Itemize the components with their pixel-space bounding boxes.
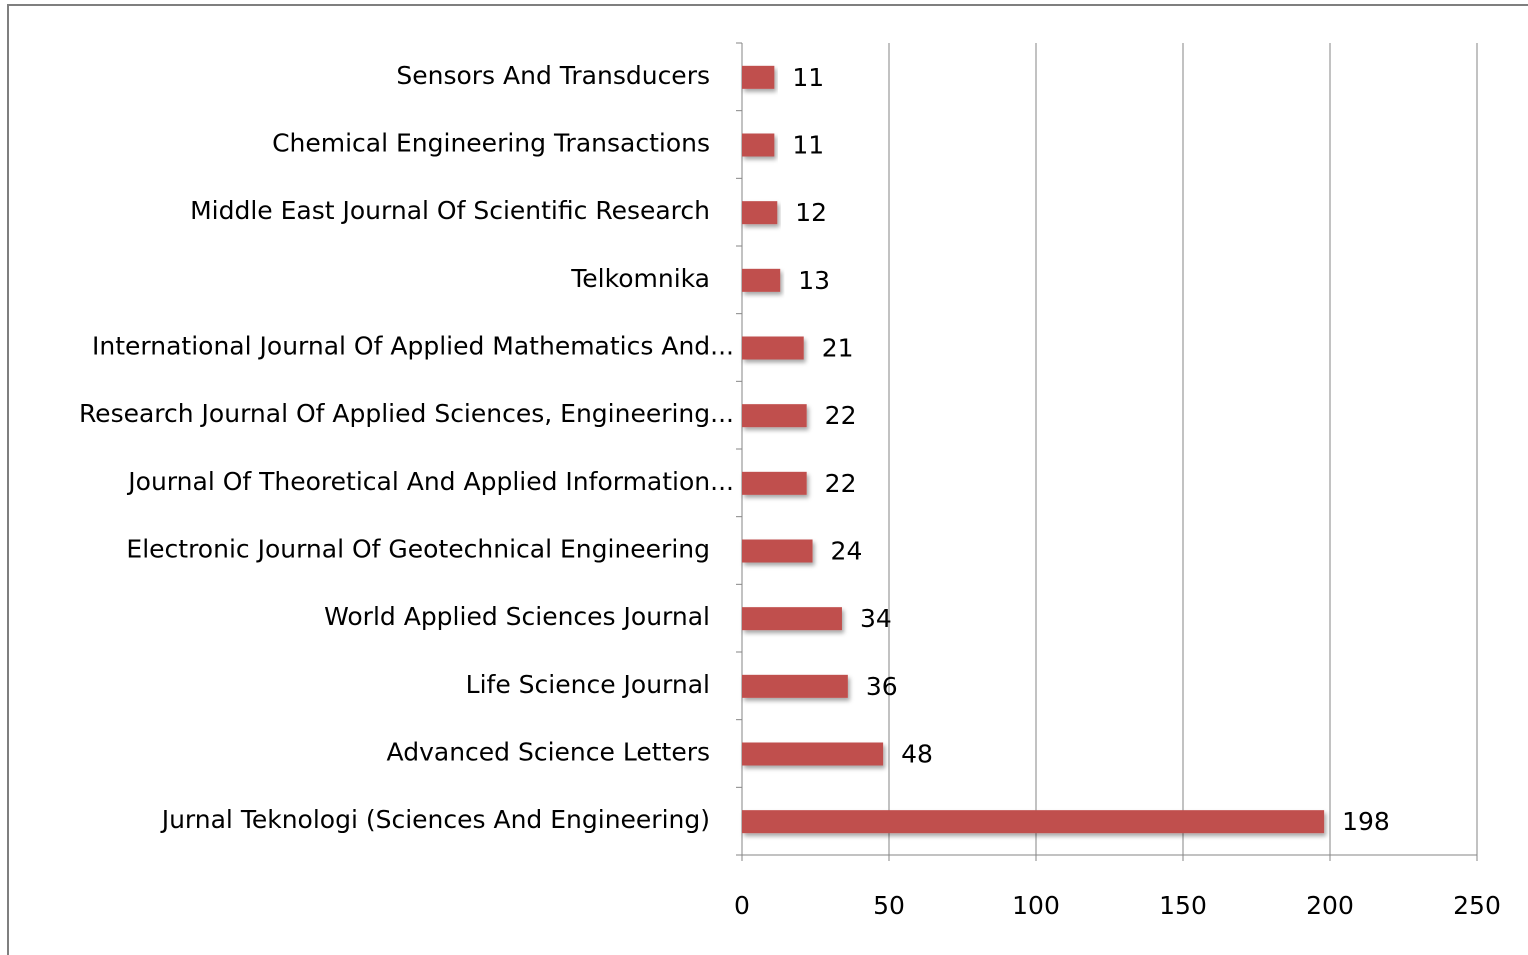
- x-tick-label: 0: [734, 891, 750, 920]
- bar: [742, 810, 1325, 834]
- y-tick-label: Life Science Journal: [466, 670, 710, 699]
- bar: [742, 742, 884, 766]
- chart-frame: [7, 4, 1528, 955]
- x-tick-label: 200: [1306, 891, 1354, 920]
- y-tick-label: Jurnal Teknologi (Sciences And Engineeri…: [160, 805, 710, 834]
- bar: [742, 607, 842, 631]
- data-label: 198: [1342, 807, 1390, 836]
- bar: [742, 674, 848, 698]
- data-label: 11: [792, 63, 824, 92]
- data-label: 12: [795, 198, 827, 227]
- y-tick-label: Journal Of Theoretical And Applied Infor…: [126, 467, 734, 496]
- data-label: 36: [866, 672, 898, 701]
- data-label: 22: [825, 469, 857, 498]
- bar: [742, 268, 781, 292]
- y-tick-label: Middle East Journal Of Scientific Resear…: [190, 196, 710, 225]
- data-label: 21: [822, 334, 854, 363]
- bar: [742, 336, 804, 360]
- bar: [742, 539, 813, 563]
- bar: [742, 471, 807, 495]
- data-label: 22: [825, 401, 857, 430]
- data-label: 13: [798, 266, 830, 295]
- y-tick-label: Chemical Engineering Transactions: [272, 129, 710, 158]
- y-tick-label: Sensors And Transducers: [396, 61, 710, 90]
- x-tick-label: 150: [1159, 891, 1207, 920]
- data-label: 11: [792, 131, 824, 160]
- data-label: 48: [901, 740, 933, 769]
- bar: [742, 65, 775, 89]
- data-label: 24: [831, 537, 863, 566]
- y-tick-label: Research Journal Of Applied Sciences, En…: [79, 399, 734, 428]
- bar: [742, 201, 778, 225]
- y-tick-label: Telkomnika: [570, 264, 710, 293]
- x-tick-label: 250: [1453, 891, 1501, 920]
- y-tick-label: International Journal Of Applied Mathema…: [92, 332, 734, 361]
- bar: [742, 133, 775, 157]
- y-tick-label: Electronic Journal Of Geotechnical Engin…: [126, 535, 710, 564]
- y-tick-label: World Applied Sciences Journal: [324, 602, 710, 631]
- bar: [742, 404, 807, 428]
- x-tick-label: 50: [873, 891, 905, 920]
- y-tick-label: Advanced Science Letters: [387, 738, 710, 767]
- x-tick-label: 100: [1012, 891, 1060, 920]
- data-label: 34: [860, 604, 892, 633]
